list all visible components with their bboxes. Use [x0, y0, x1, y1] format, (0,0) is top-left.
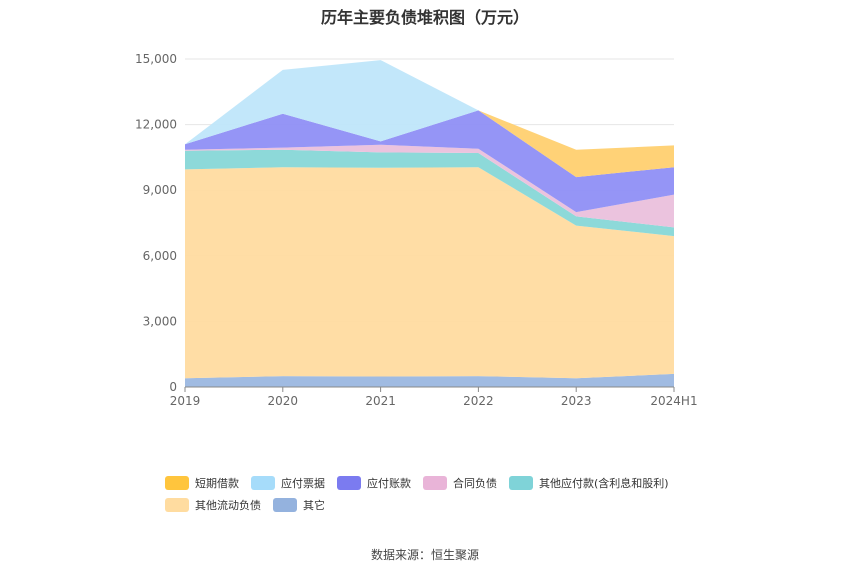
legend-item[interactable]: 合同负债 [423, 475, 497, 491]
legend-item[interactable]: 其他流动负债 [165, 497, 261, 513]
legend-label: 其他流动负债 [195, 499, 261, 512]
x-tick-label: 2023 [561, 394, 592, 408]
series-area [185, 167, 674, 379]
series-area [185, 144, 674, 228]
x-tick-label: 2021 [365, 394, 396, 408]
series-area [185, 60, 674, 178]
legend-swatch [273, 498, 297, 512]
legend-label: 应付账款 [367, 477, 411, 490]
x-tick-label: 2024H1 [650, 394, 697, 408]
x-tick-label: 2022 [463, 394, 494, 408]
legend-label: 短期借款 [195, 477, 239, 490]
legend-item[interactable]: 短期借款 [165, 475, 239, 491]
legend-item[interactable]: 应付账款 [337, 475, 411, 491]
y-tick-label: 12,000 [135, 118, 177, 132]
stacked-area-chart: 0 3,000 6,000 9,000 12,000 15,000 2019 2020 2021… [135, 52, 698, 408]
chart-legend: 短期借款 应付票据 应付账款 合同负债 其他应付款(含利息和股利) 其他流动负债 其它 [165, 472, 725, 516]
data-source-note: 数据来源：恒生聚源 [370, 548, 479, 562]
legend-label: 其它 [303, 499, 325, 512]
series-area [185, 110, 674, 213]
legend-swatch [509, 476, 533, 490]
legend-row: 其他流动负债 其它 [165, 494, 725, 516]
legend-swatch [165, 498, 189, 512]
legend-swatch [165, 476, 189, 490]
series-area [185, 373, 674, 387]
legend-item[interactable]: 应付票据 [251, 475, 325, 491]
y-tick-label: 15,000 [135, 52, 177, 66]
legend-item[interactable]: 其它 [273, 497, 325, 513]
x-tick-label: 2020 [268, 394, 299, 408]
y-tick-label: 6,000 [143, 249, 177, 263]
chart-title: 历年主要负债堆积图（万元） [320, 8, 529, 27]
x-tick-label: 2019 [170, 394, 201, 408]
legend-label: 合同负债 [453, 477, 497, 490]
legend-label: 其他应付款(含利息和股利) [539, 477, 669, 490]
y-tick-label: 9,000 [143, 183, 177, 197]
series-area [185, 60, 674, 178]
legend-swatch [337, 476, 361, 490]
legend-swatch [251, 476, 275, 490]
legend-label: 应付票据 [281, 477, 325, 490]
legend-item[interactable]: 其他应付款(含利息和股利) [509, 475, 669, 491]
series-area [185, 149, 674, 237]
y-tick-label: 3,000 [143, 314, 177, 328]
legend-swatch [423, 476, 447, 490]
legend-row: 短期借款 应付票据 应付账款 合同负债 其他应付款(含利息和股利) [165, 472, 725, 494]
y-tick-label: 0 [169, 380, 177, 394]
